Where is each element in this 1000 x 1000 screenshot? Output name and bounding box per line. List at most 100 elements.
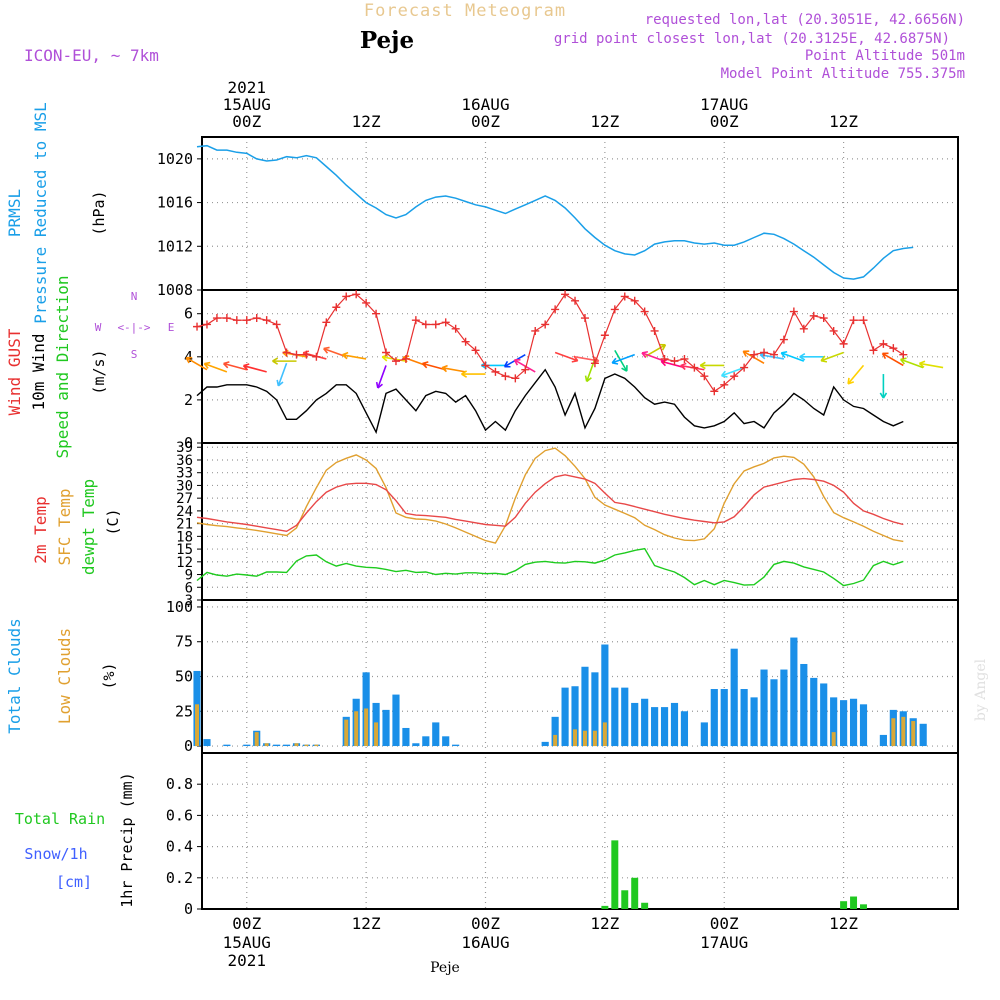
sfc-temp-line — [196, 447, 904, 544]
temp-2m-line — [196, 474, 904, 533]
y-tick-label: 75 — [175, 633, 193, 651]
rain-bar — [631, 877, 639, 909]
bottom-tick-label: 12Z — [829, 914, 858, 933]
cloud-low-bar — [264, 743, 269, 747]
gust-marker — [481, 361, 490, 370]
cloud-low-bar — [911, 721, 916, 747]
wind-arrow-head — [573, 355, 579, 362]
gust-marker — [869, 346, 878, 355]
top-year-label: 2021 — [227, 78, 266, 97]
cloud-low-bar — [901, 716, 906, 747]
cloud-total-bar — [849, 698, 858, 747]
gust-marker — [561, 290, 570, 299]
cloud-total-bar — [780, 669, 788, 747]
wind-arrow-head — [243, 363, 250, 367]
cloud-total-bar — [442, 736, 450, 747]
cloud-total-bar — [621, 687, 629, 747]
wind-arrow — [243, 364, 267, 373]
wind-gust-label: Wind GUST — [5, 328, 24, 415]
cloud-total-bar — [641, 698, 649, 747]
gust-marker — [372, 309, 381, 318]
gust-marker — [680, 354, 689, 363]
wind-arrow — [641, 352, 665, 362]
y-tick-label: 0.4 — [166, 838, 193, 856]
cloud-low-bar — [602, 722, 607, 747]
y-tick-label: 0.6 — [166, 806, 193, 824]
cloud-low-bar — [195, 704, 200, 747]
wind-arrow-head — [699, 364, 706, 370]
gust-marker — [322, 318, 331, 327]
wind-arrow-head — [919, 360, 926, 365]
wind-arrow — [554, 351, 578, 362]
cloud-total-bar — [631, 702, 639, 747]
cloud-total-bar — [392, 694, 400, 747]
cloud-total-bar — [730, 648, 738, 747]
y-tick-label: 30 — [176, 478, 193, 494]
gridpoint-coords: grid point closest lon,lat (20.3125E, 42… — [554, 31, 950, 47]
wind-arrow-head — [612, 362, 619, 365]
wind-arrow — [223, 362, 247, 371]
wind-arrow — [342, 354, 367, 360]
wind-arrow — [185, 357, 208, 371]
wind-unit: (m/s) — [90, 349, 108, 394]
rain-bar — [860, 904, 867, 909]
cloud-total-bar — [541, 741, 549, 747]
gust-marker — [799, 324, 808, 333]
y-tick-label: 21 — [176, 517, 193, 533]
gust-marker — [740, 363, 749, 372]
cloud-low-bar — [573, 729, 578, 747]
gust-marker — [441, 318, 450, 327]
gust-marker — [779, 335, 788, 344]
gust-marker — [660, 354, 669, 363]
cloud-total-bar — [561, 687, 569, 747]
gust-marker — [600, 331, 609, 340]
cloud-low-bar — [304, 744, 309, 747]
wind-arrow-head — [680, 362, 687, 367]
cloud-low-bar — [364, 708, 369, 747]
cloud-total-bar — [879, 734, 887, 747]
gust-marker — [342, 292, 351, 301]
cloud-total-bar — [800, 663, 808, 747]
y-tick-label: 12 — [176, 555, 193, 571]
wind-arrow — [277, 362, 288, 387]
y-tick-label: 1008 — [157, 281, 193, 299]
requested-coords: requested lon,lat (20.3051E, 42.6656N) — [645, 12, 965, 28]
y-tick-label: 100 — [166, 598, 193, 616]
wind-arrow-head — [503, 361, 509, 368]
temp-2m-label: 2m Temp — [31, 496, 50, 563]
gust-marker — [382, 348, 391, 357]
gust-marker — [839, 339, 848, 348]
wind-arrow-head — [377, 383, 383, 389]
gust-marker — [879, 339, 888, 348]
gust-marker — [640, 307, 649, 316]
gust-marker — [889, 344, 898, 353]
wind-arrow-head — [272, 357, 279, 362]
gust-marker — [202, 320, 211, 329]
gust-marker — [421, 320, 430, 329]
wind-arrow-head — [847, 381, 855, 385]
compass-south: S — [131, 348, 138, 361]
pressure-unit: (hPa) — [90, 190, 108, 235]
cloud-total-bar — [601, 644, 609, 747]
cloud-total-bar — [402, 727, 410, 747]
wind-arrow-head — [742, 350, 747, 357]
precip-unit: 1hr Precip (mm) — [118, 772, 136, 907]
y-tick-label: 33 — [176, 466, 193, 482]
gust-marker — [352, 290, 361, 299]
wind-arrow-head — [441, 367, 448, 373]
gust-marker — [590, 359, 599, 368]
gust-marker — [849, 316, 858, 325]
y-tick-label: 0.2 — [166, 869, 193, 887]
cloud-low-bar — [553, 734, 558, 747]
gust-marker — [461, 337, 470, 346]
gust-marker — [272, 320, 281, 329]
watermark: by Angel — [973, 658, 989, 721]
cloud-total-bar — [810, 677, 818, 747]
cloud-total-bar — [790, 637, 798, 747]
gust-marker — [362, 298, 371, 307]
pressure-label: Pressure Reduced to MSL — [31, 102, 50, 324]
cloud-total-bar — [581, 666, 589, 747]
wind-arrow — [611, 353, 635, 364]
gust-marker — [242, 316, 251, 325]
cloud-total-bar — [670, 702, 679, 747]
